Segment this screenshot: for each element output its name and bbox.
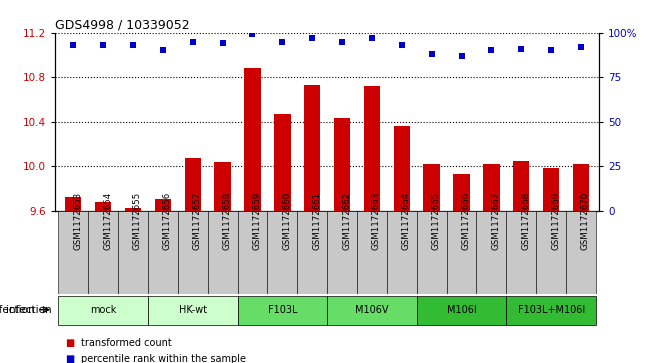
Text: GSM1172653: GSM1172653 bbox=[74, 191, 82, 250]
Text: GSM1172665: GSM1172665 bbox=[432, 191, 441, 250]
Bar bbox=[483, 164, 499, 211]
Bar bbox=[387, 211, 417, 294]
Bar bbox=[59, 295, 148, 325]
Text: GSM1172660: GSM1172660 bbox=[283, 191, 292, 250]
Text: M106V: M106V bbox=[355, 305, 389, 315]
Point bbox=[337, 38, 347, 44]
Text: GDS4998 / 10339052: GDS4998 / 10339052 bbox=[55, 19, 190, 32]
Text: GSM1172663: GSM1172663 bbox=[372, 191, 381, 250]
Bar bbox=[298, 211, 327, 294]
Bar bbox=[274, 114, 290, 211]
Bar bbox=[118, 211, 148, 294]
Text: F103L+M106I: F103L+M106I bbox=[518, 305, 585, 315]
Text: F103L: F103L bbox=[268, 305, 297, 315]
Bar bbox=[148, 211, 178, 294]
Text: GSM1172657: GSM1172657 bbox=[193, 191, 202, 250]
Bar bbox=[453, 174, 470, 211]
Point bbox=[98, 42, 108, 48]
Bar bbox=[364, 86, 380, 211]
Bar bbox=[238, 295, 327, 325]
Bar bbox=[357, 211, 387, 294]
Bar bbox=[59, 211, 88, 294]
Text: GSM1172669: GSM1172669 bbox=[551, 192, 560, 250]
Bar bbox=[447, 211, 477, 294]
Bar bbox=[148, 295, 238, 325]
Text: GSM1172656: GSM1172656 bbox=[163, 191, 172, 250]
Text: GSM1172668: GSM1172668 bbox=[521, 191, 531, 250]
Text: infection: infection bbox=[0, 305, 35, 315]
Point bbox=[396, 42, 407, 48]
Text: GSM1172666: GSM1172666 bbox=[462, 191, 471, 250]
Bar bbox=[543, 168, 559, 211]
Bar bbox=[88, 211, 118, 294]
Point bbox=[68, 42, 79, 48]
Bar bbox=[334, 118, 350, 211]
Bar bbox=[394, 126, 410, 211]
Point bbox=[575, 44, 586, 50]
Text: GSM1172658: GSM1172658 bbox=[223, 191, 232, 250]
Point bbox=[546, 48, 557, 53]
Text: GSM1172655: GSM1172655 bbox=[133, 191, 142, 250]
Point bbox=[456, 53, 467, 59]
Text: GSM1172662: GSM1172662 bbox=[342, 191, 351, 250]
Text: transformed count: transformed count bbox=[81, 338, 172, 348]
Point bbox=[486, 48, 497, 53]
Bar bbox=[95, 201, 111, 211]
Point bbox=[158, 48, 168, 53]
Bar bbox=[304, 85, 320, 211]
Point bbox=[247, 32, 258, 37]
Bar bbox=[238, 211, 268, 294]
Bar bbox=[208, 211, 238, 294]
Bar bbox=[536, 211, 566, 294]
Text: GSM1172664: GSM1172664 bbox=[402, 191, 411, 250]
Bar bbox=[506, 295, 596, 325]
Bar bbox=[184, 158, 201, 211]
Text: GSM1172661: GSM1172661 bbox=[312, 191, 321, 250]
Bar bbox=[423, 164, 440, 211]
Bar bbox=[268, 211, 298, 294]
Text: percentile rank within the sample: percentile rank within the sample bbox=[81, 354, 246, 363]
Bar bbox=[65, 197, 81, 211]
Bar bbox=[214, 162, 231, 211]
Text: M106I: M106I bbox=[447, 305, 477, 315]
Text: GSM1172667: GSM1172667 bbox=[492, 191, 501, 250]
Text: mock: mock bbox=[90, 305, 117, 315]
Bar bbox=[513, 160, 529, 211]
Bar bbox=[178, 211, 208, 294]
Text: GSM1172670: GSM1172670 bbox=[581, 191, 590, 250]
Bar bbox=[244, 68, 260, 211]
Point bbox=[516, 46, 527, 52]
Text: GSM1172659: GSM1172659 bbox=[253, 192, 262, 250]
Bar bbox=[417, 295, 506, 325]
Text: HK-wt: HK-wt bbox=[178, 305, 207, 315]
Point bbox=[217, 40, 228, 46]
Bar bbox=[327, 295, 417, 325]
Point bbox=[307, 35, 318, 41]
Bar bbox=[327, 211, 357, 294]
Text: ■: ■ bbox=[65, 338, 74, 348]
Text: GSM1172654: GSM1172654 bbox=[103, 191, 112, 250]
Bar bbox=[125, 208, 141, 211]
Point bbox=[277, 38, 288, 44]
Point bbox=[187, 38, 198, 44]
Text: infection: infection bbox=[7, 305, 52, 315]
Point bbox=[426, 51, 437, 57]
Text: ■: ■ bbox=[65, 354, 74, 363]
Point bbox=[128, 42, 138, 48]
Bar bbox=[506, 211, 536, 294]
Bar bbox=[155, 199, 171, 211]
Bar bbox=[417, 211, 447, 294]
Bar bbox=[566, 211, 596, 294]
Bar bbox=[573, 164, 589, 211]
Point bbox=[367, 35, 377, 41]
Bar bbox=[477, 211, 506, 294]
